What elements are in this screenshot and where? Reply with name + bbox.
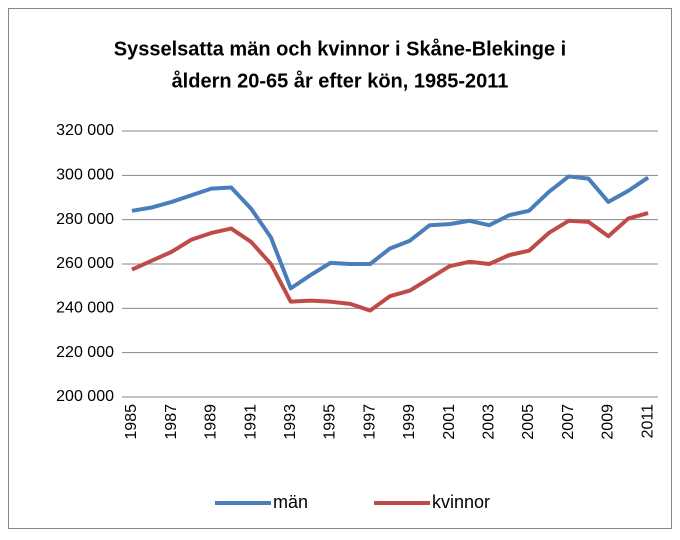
x-tick-label: 2009 (600, 404, 617, 440)
y-tick-label: 320 000 (56, 122, 114, 139)
x-tick-label: 1991 (242, 404, 259, 440)
chart-title: åldern 20-65 år efter kön, 1985-2011 (172, 69, 509, 92)
x-tick-label: 2011 (639, 404, 656, 439)
legend-label: män (273, 492, 308, 512)
y-tick-label: 260 000 (56, 255, 114, 272)
y-tick-label: 280 000 (56, 211, 114, 228)
x-tick-label: 1987 (163, 404, 180, 440)
chart-title: Sysselsatta män och kvinnor i Skåne-Blek… (114, 37, 566, 60)
x-tick-label: 1995 (322, 404, 339, 440)
series-line (131, 211, 649, 313)
y-tick-label: 220 000 (56, 344, 114, 361)
x-tick-label: 2003 (480, 404, 497, 440)
series-line (131, 174, 650, 291)
legend-label: kvinnor (432, 492, 490, 512)
y-tick-label: 240 000 (56, 300, 114, 317)
x-tick-label: 1999 (401, 404, 418, 440)
x-tick-label: 1997 (361, 404, 378, 440)
y-tick-label: 300 000 (56, 167, 114, 184)
chart-border (8, 8, 672, 529)
x-tick-label: 2007 (560, 404, 577, 440)
x-tick-label: 2001 (441, 404, 458, 440)
x-tick-label: 1989 (203, 404, 220, 440)
x-tick-label: 1993 (282, 404, 299, 440)
x-tick-label: 2005 (520, 404, 537, 440)
y-tick-label: 200 000 (56, 388, 114, 405)
x-tick-label: 1985 (123, 404, 140, 440)
